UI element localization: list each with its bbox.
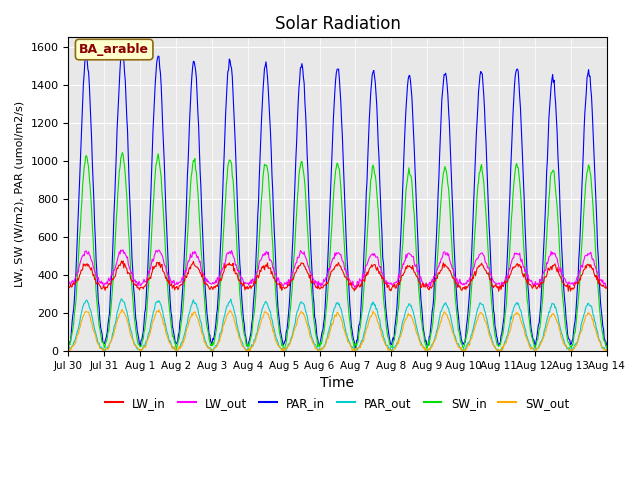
Text: BA_arable: BA_arable: [79, 43, 149, 56]
Title: Solar Radiation: Solar Radiation: [275, 15, 401, 33]
Y-axis label: LW, SW (W/m2), PAR (umol/m2/s): LW, SW (W/m2), PAR (umol/m2/s): [15, 101, 25, 288]
X-axis label: Time: Time: [321, 376, 355, 390]
Legend: LW_in, LW_out, PAR_in, PAR_out, SW_in, SW_out: LW_in, LW_out, PAR_in, PAR_out, SW_in, S…: [100, 392, 575, 414]
